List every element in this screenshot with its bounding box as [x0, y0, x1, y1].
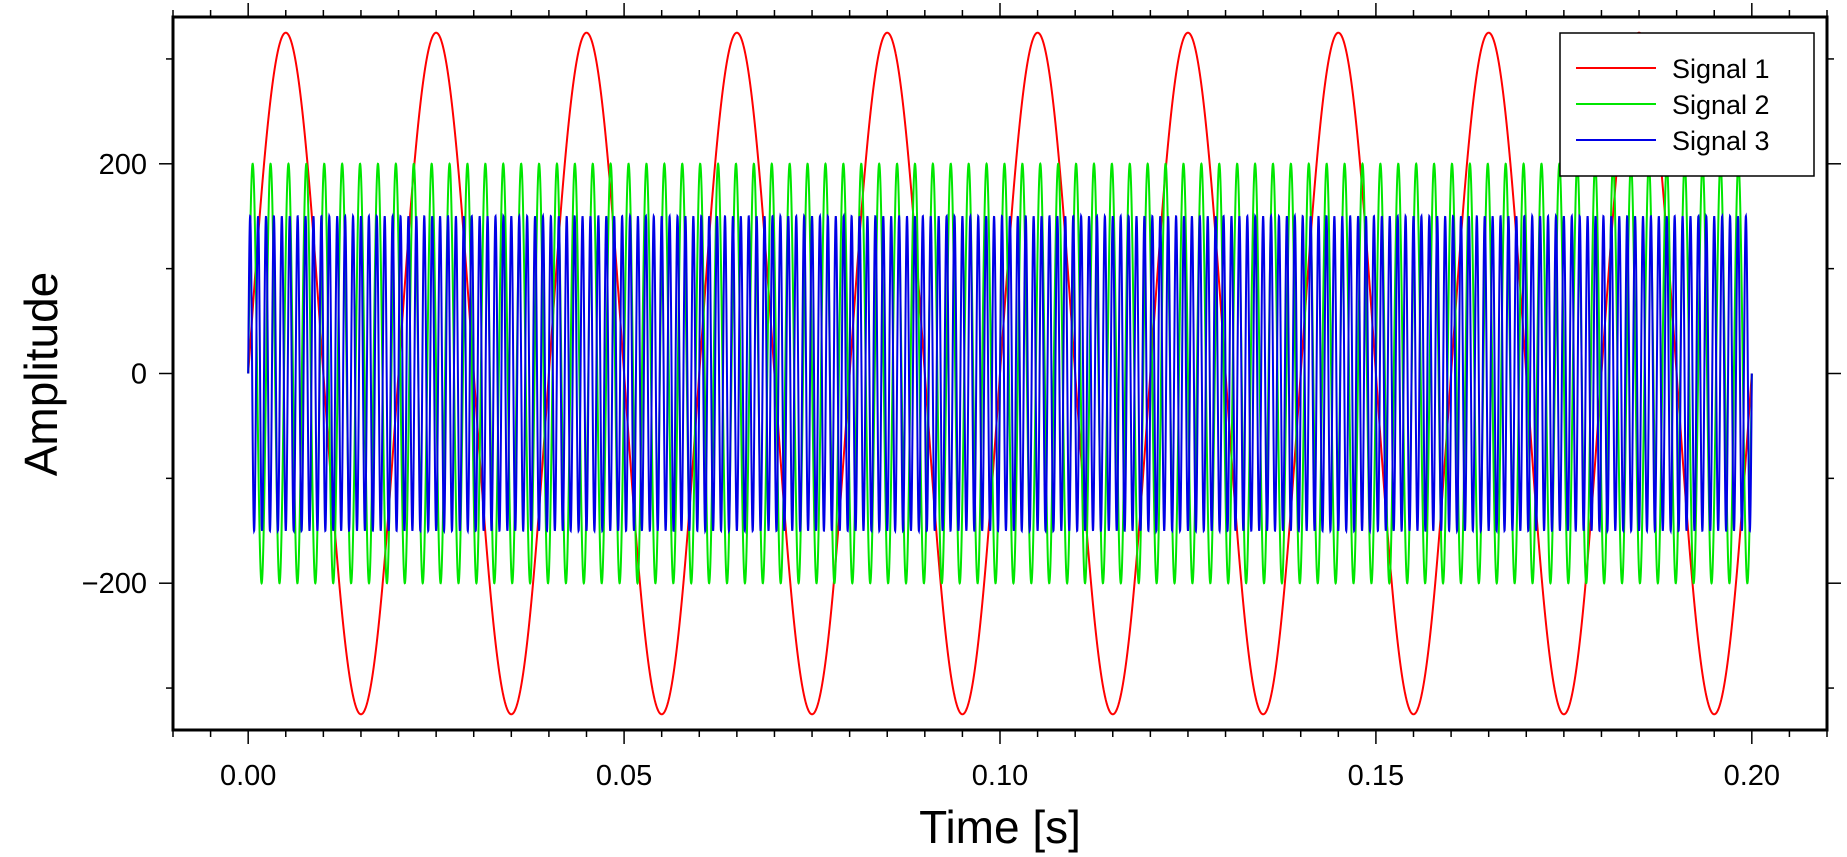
y-tick-label: 0	[131, 359, 147, 391]
legend: Signal 1 Signal 2 Signal 3	[1559, 32, 1815, 177]
x-tick-label: 0.05	[596, 760, 652, 792]
y-tick-label: 200	[99, 149, 147, 181]
x-axis-title: Time [s]	[919, 801, 1081, 853]
series-line-3	[247, 212, 1753, 535]
legend-label-2: Signal 2	[1672, 90, 1770, 120]
x-axis: 0.00 0.05 0.10 0.15 0.20	[172, 3, 1828, 792]
x-tick-label: 0.10	[972, 760, 1028, 792]
x-tick-label: 0.20	[1724, 760, 1780, 792]
x-tick-label: 0.15	[1348, 760, 1404, 792]
series-layer	[247, 31, 1753, 716]
legend-label-3: Signal 3	[1672, 126, 1770, 156]
y-axis: −200 0 200	[82, 58, 1841, 689]
x-tick-label: 0.00	[220, 760, 276, 792]
y-tick-label: −200	[82, 568, 147, 600]
legend-label-1: Signal 1	[1672, 54, 1770, 84]
y-axis-title: Amplitude	[15, 272, 67, 477]
